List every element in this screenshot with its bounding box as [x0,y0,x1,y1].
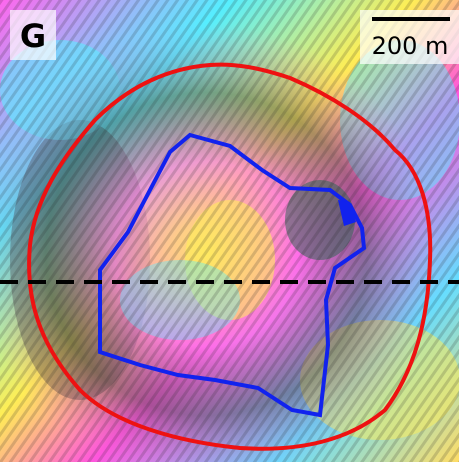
panel-label: G [20,17,46,55]
figure-panel: G 200 m [0,0,459,462]
interferogram-background [0,0,459,462]
scale-bar-label: 200 m [372,32,449,60]
